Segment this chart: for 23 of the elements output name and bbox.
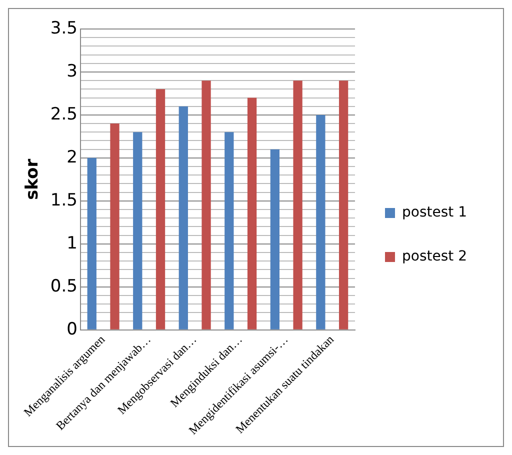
y-tick-label: 0 (66, 319, 78, 340)
legend-label: postest 2 (402, 248, 467, 265)
y-tick-label: 1.5 (50, 190, 78, 210)
y-tick-label: 2.5 (50, 104, 78, 124)
bar (224, 132, 234, 330)
bar (202, 80, 211, 330)
bar (110, 124, 120, 330)
bar (316, 114, 326, 330)
y-tick-label: 1 (66, 233, 78, 254)
bar (293, 80, 302, 330)
bar (178, 106, 188, 330)
bar (270, 149, 280, 330)
bar (156, 89, 166, 330)
legend-label: postest 1 (402, 204, 467, 221)
bar (133, 132, 142, 330)
y-axis-title: skor (22, 158, 43, 200)
bar (87, 158, 96, 330)
bar (338, 80, 348, 330)
y-tick-label: 0.5 (50, 276, 78, 296)
y-tick-label: 3 (66, 61, 78, 82)
y-tick-label: 3.5 (50, 18, 78, 38)
y-tick-label: 2 (66, 147, 78, 168)
bar (247, 98, 257, 330)
